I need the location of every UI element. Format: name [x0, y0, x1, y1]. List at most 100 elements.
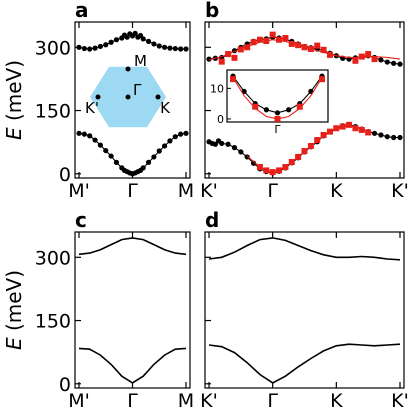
panel-d: d K' Γ K K' — [200, 208, 409, 412]
panel-b-frame — [204, 21, 405, 179]
inset-series-1-square-0 — [230, 76, 236, 83]
panel-a-series-1-point-3 — [92, 137, 98, 143]
panel-a-series-0-point-13 — [132, 30, 138, 36]
bz-label-k: K — [160, 99, 171, 117]
panel-b-xtick-label-1: Γ — [267, 180, 278, 202]
bz-label-m: M — [134, 52, 147, 70]
panel-a-series-0-point-23 — [178, 46, 184, 52]
panel-a-series-1-point-6 — [108, 153, 114, 159]
panel-b-series-1-square-6 — [256, 36, 263, 43]
panel-a-series-1-point-0 — [76, 130, 82, 136]
panel-c-ytick-label-0: 0 — [59, 374, 71, 396]
panel-d-xtick-label-3: K' — [391, 390, 409, 412]
panel-b-series-3-point-9 — [250, 160, 257, 166]
panel-b-series-5-line — [246, 125, 362, 174]
panel-c-series-1-line — [78, 347, 187, 384]
panel-b-series-0-point-29 — [391, 60, 397, 66]
panel-b-series-4-square-16 — [358, 126, 365, 133]
panel-d-xtick-label-1: Γ — [267, 390, 278, 412]
panel-d-xtick-label-0: K' — [200, 390, 218, 412]
panel-b-series-1-square-9 — [276, 36, 283, 43]
panel-a-series-0-point-22 — [172, 45, 178, 52]
panel-b-series-3-point-5 — [225, 141, 231, 147]
panel-a-series-1-point-24 — [183, 130, 189, 136]
panel-a-series-0-point-24 — [183, 46, 189, 52]
panel-d-series-1-line — [208, 343, 401, 384]
panel-c-series-0-line — [78, 237, 187, 256]
panel-b-series-3-point-29 — [378, 132, 384, 138]
inset-series-1-square-1 — [252, 103, 259, 110]
panel-label-d: d — [205, 208, 219, 232]
panel-a-series-0-point-19 — [156, 43, 162, 49]
panel-a-series-1-point-7 — [113, 159, 120, 165]
ylabel-symbol: E — [2, 337, 26, 350]
panel-b-series-4-square-10 — [320, 131, 327, 138]
panel-c-xtick-label-1: Γ — [127, 390, 138, 412]
panel-b-series-1-square-21 — [371, 56, 378, 63]
inset-series-1-square-3 — [296, 103, 303, 110]
inset-series-2-line — [232, 77, 323, 120]
panel-b-series-4-square-14 — [346, 121, 353, 128]
panel-a-series-0-point-20 — [162, 44, 168, 50]
inset-series-1-square-4 — [319, 76, 325, 83]
panel-a-series-0-point-3 — [92, 45, 98, 51]
panel-b-series-3-point-7 — [238, 149, 244, 155]
panel-b-series-1-square-10 — [282, 35, 289, 42]
panel-b-series-1-square-5 — [250, 39, 257, 46]
panel-c: c 0 150 300 M' Γ M E (meV) — [2, 208, 194, 412]
panel-b-series-1-square-4 — [244, 44, 251, 51]
panel-b-series-0-point-28 — [384, 59, 390, 65]
panel-b-series-1-square-18 — [352, 57, 359, 64]
panel-a-xtick-label-2: M — [178, 180, 194, 202]
panel-a-series-0-point-2 — [87, 46, 93, 52]
panel-a-series-1-point-23 — [178, 131, 184, 137]
panel-label-a: a — [75, 0, 89, 22]
panel-b-series-3-point-8 — [244, 154, 250, 160]
panel-label-b: b — [205, 0, 219, 22]
panel-a-series-1-point-17 — [145, 159, 152, 165]
bz-point-m — [125, 66, 131, 72]
panel-b-series-1-square-20 — [365, 51, 372, 58]
panel-b-series-1-square-15 — [314, 42, 321, 49]
panel-c-xtick-label-0: M' — [68, 390, 90, 412]
bz-point-kprime — [95, 94, 101, 100]
inset-xtick-label: Γ — [274, 123, 281, 136]
panel-b-series-1-square-8 — [269, 31, 276, 38]
panel-b-series-4-square-15 — [352, 125, 359, 132]
inset-ytick-label-0: 0 — [217, 113, 224, 126]
bz-label-kprime: K' — [85, 99, 99, 117]
panel-a-series-0-point-5 — [103, 42, 109, 48]
bz-point-k — [155, 94, 161, 100]
ylabel-unit: (meV) — [2, 270, 26, 337]
panel-b-series-0-point-0 — [206, 56, 212, 62]
panel-d-series-0-line — [208, 237, 401, 261]
zoom-inset: 0 10 Γ — [210, 69, 329, 136]
panel-b-series-0-point-27 — [378, 57, 384, 63]
panel-a-series-0-point-0 — [76, 44, 82, 50]
inset-ytick-label-1: 10 — [210, 82, 224, 95]
panel-b-series-1-square-19 — [358, 53, 365, 60]
panel-a-series-0-point-6 — [108, 39, 114, 45]
panel-b: b K' Γ K K' 0 10 Γ — [200, 0, 409, 202]
panel-a-series-1-point-4 — [97, 142, 103, 148]
panel-b-series-4-square-13 — [339, 123, 346, 130]
panel-b-series-1-square-16 — [320, 46, 327, 53]
panel-a-series-0-point-16 — [140, 36, 146, 42]
panel-a-series-1-point-18 — [151, 154, 157, 160]
brillouin-zone-inset: MΓ K' K — [85, 52, 171, 128]
panel-a-series-0-point-4 — [97, 43, 103, 50]
panel-b-series-3-point-31 — [391, 134, 397, 141]
panel-b-series-3-point-2 — [212, 141, 218, 147]
panel-b-series-4-square-2 — [269, 169, 276, 176]
ylabel-unit: (meV) — [2, 60, 26, 127]
bz-point-gamma — [125, 94, 131, 100]
panel-b-series-2-line — [208, 39, 401, 61]
panel-b-series-3-point-28 — [371, 130, 378, 136]
panel-b-series-0-point-30 — [397, 61, 403, 67]
panel-b-series-1-square-11 — [288, 40, 295, 47]
panel-a-series-0-point-17 — [145, 38, 152, 44]
panel-c-ytick-label-1: 150 — [35, 311, 71, 333]
panel-b-xtick-label-2: K — [330, 180, 343, 202]
panel-c-frame — [74, 231, 191, 389]
